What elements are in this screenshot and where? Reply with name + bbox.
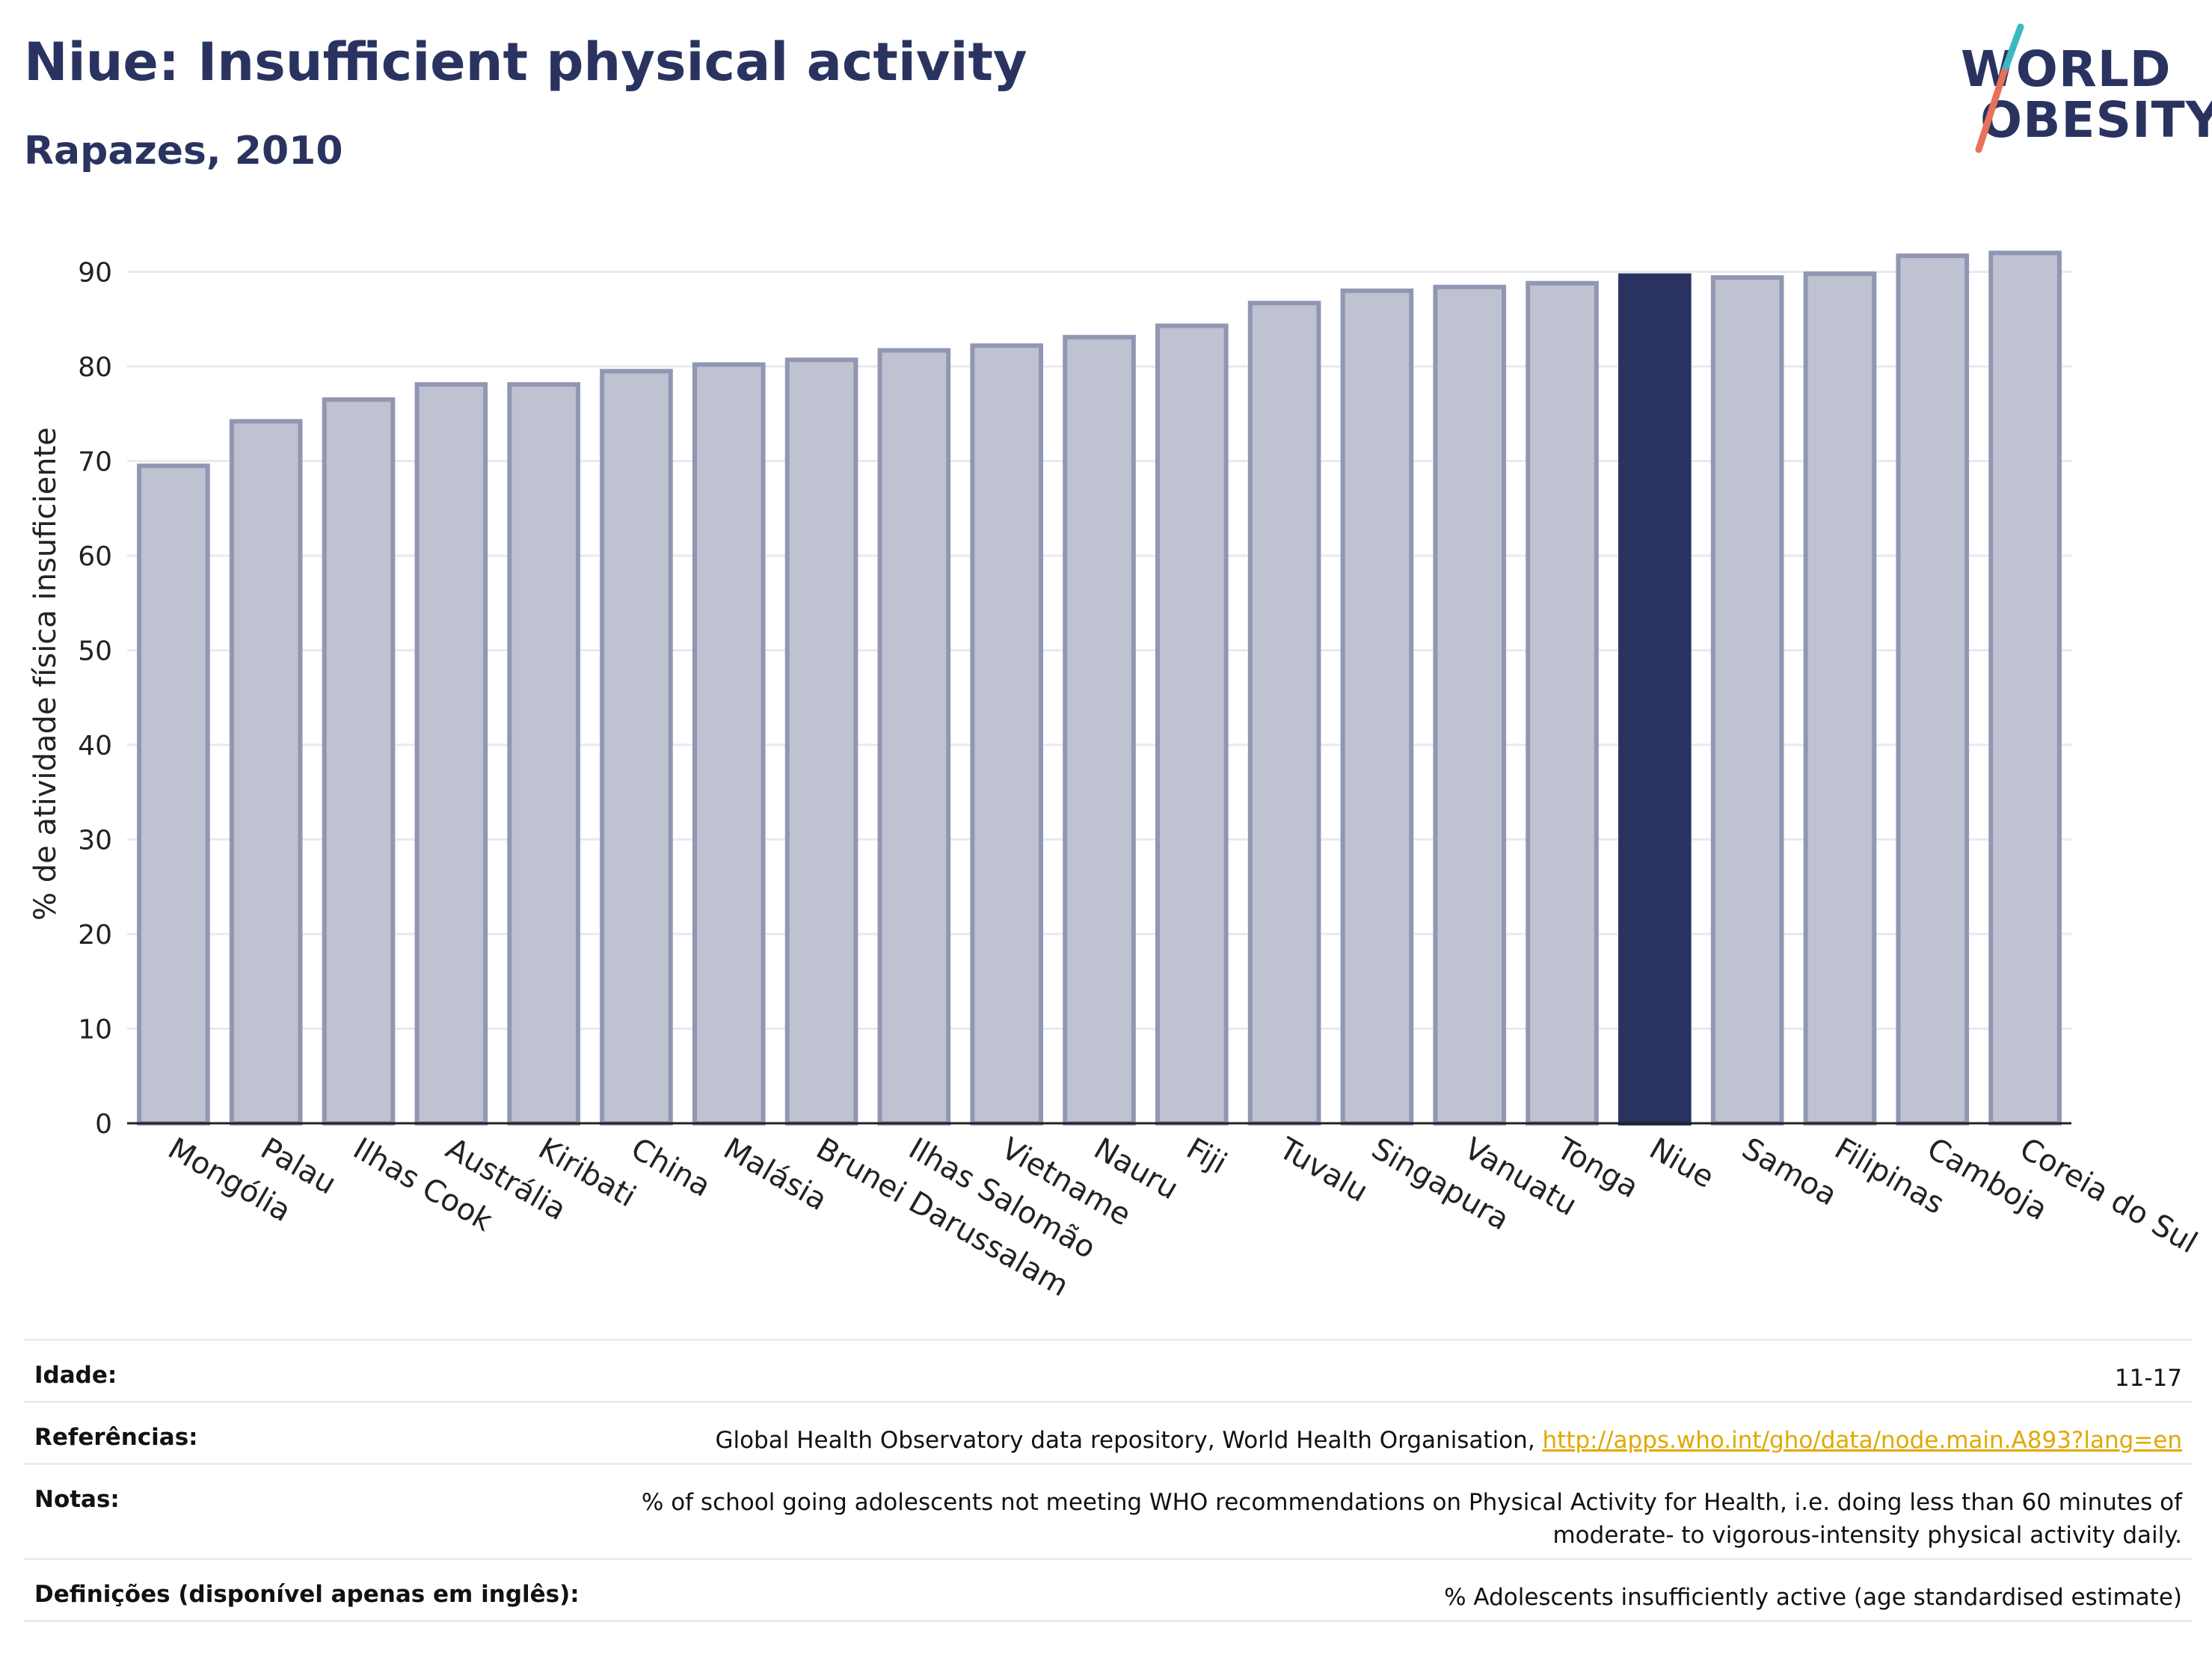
y-tick-label: 80 (78, 352, 112, 383)
bar (414, 382, 488, 1126)
bar-chart: 0 10 20 30 40 50 60 70 80 90 % de atividade física… (28, 251, 2203, 1304)
logo-slash-icon (1975, 23, 2024, 153)
page-title: Niue: Insufficient physical activity (24, 31, 1027, 93)
x-tick-label: Malásia (718, 1132, 833, 1218)
y-tick-label: 20 (78, 920, 112, 951)
age-value: 11-17 (2114, 1365, 2182, 1392)
references-text: Global Health Observatory data repositor… (715, 1427, 1543, 1454)
footer-table: Idade: 11-17 Referências: Global Health … (24, 1339, 2193, 1622)
y-tick-label: 60 (78, 541, 112, 572)
bar (970, 343, 1044, 1126)
page-subtitle: Rapazes, 2010 (24, 129, 343, 174)
bar (1526, 280, 1599, 1126)
y-axis-label: % de atividade física insuficiente (28, 427, 63, 921)
bar (600, 369, 673, 1126)
bar (137, 463, 210, 1126)
y-tick-label: 10 (78, 1015, 112, 1045)
references-row: Referências: Global Health Observatory d… (24, 1401, 2193, 1463)
notes-line-1: % of school going adolescents not meetin… (641, 1489, 2182, 1516)
notes-line-2: moderate- to vigorous-intensity physical… (1552, 1522, 2182, 1549)
bar (1988, 251, 2062, 1126)
x-tick-label: Samoa (1736, 1132, 1843, 1213)
logo-word-1: WORLD (1961, 40, 2172, 98)
x-tick-label: Fiji (1181, 1132, 1232, 1182)
y-tick-label: 90 (78, 258, 112, 289)
bar (1803, 271, 1877, 1126)
logo-word-2: OBESITY (1980, 91, 2212, 149)
world-obesity-logo: WORLD OBESITY (1952, 21, 2212, 163)
y-tick-label: 0 (95, 1109, 112, 1140)
definitions-label: Definições (disponível apenas em inglês)… (34, 1581, 580, 1608)
bar (1710, 275, 1784, 1126)
x-tick-label: China (625, 1132, 716, 1204)
references-link[interactable]: http://apps.who.int/gho/data/node.main.A… (1542, 1427, 2182, 1454)
bar (1896, 253, 1970, 1126)
bar (784, 357, 858, 1126)
bar (1063, 334, 1136, 1126)
bar (1155, 323, 1229, 1126)
bar (1433, 284, 1507, 1126)
x-tick-label: Niue (1644, 1132, 1720, 1195)
y-tick-label: 50 (78, 636, 112, 667)
bar (692, 362, 766, 1126)
y-tick-label: 30 (78, 826, 112, 856)
notes-label: Notas: (34, 1486, 120, 1513)
bar (877, 348, 951, 1126)
bar-highlight (1618, 273, 1692, 1126)
definitions-value: % Adolescents insufficiently active (age… (1444, 1584, 2182, 1611)
bar (229, 419, 303, 1126)
bar (507, 382, 580, 1126)
bar (322, 397, 396, 1126)
y-tick-label: 70 (78, 447, 112, 478)
references-label: Referências: (34, 1424, 198, 1451)
notes-row: Notas: % of school going adolescents not… (24, 1463, 2193, 1558)
age-row: Idade: 11-17 (24, 1339, 2193, 1401)
definitions-row: Definições (disponível apenas em inglês)… (24, 1558, 2193, 1622)
bar (1247, 301, 1321, 1126)
references-value: Global Health Observatory data repositor… (715, 1424, 2182, 1457)
age-label: Idade: (34, 1362, 117, 1389)
x-tick-label: Tuvalu (1273, 1131, 1374, 1209)
bar (1340, 288, 1414, 1126)
notes-value: % of school going adolescents not meetin… (642, 1486, 2182, 1552)
y-tick-label: 40 (78, 731, 112, 761)
